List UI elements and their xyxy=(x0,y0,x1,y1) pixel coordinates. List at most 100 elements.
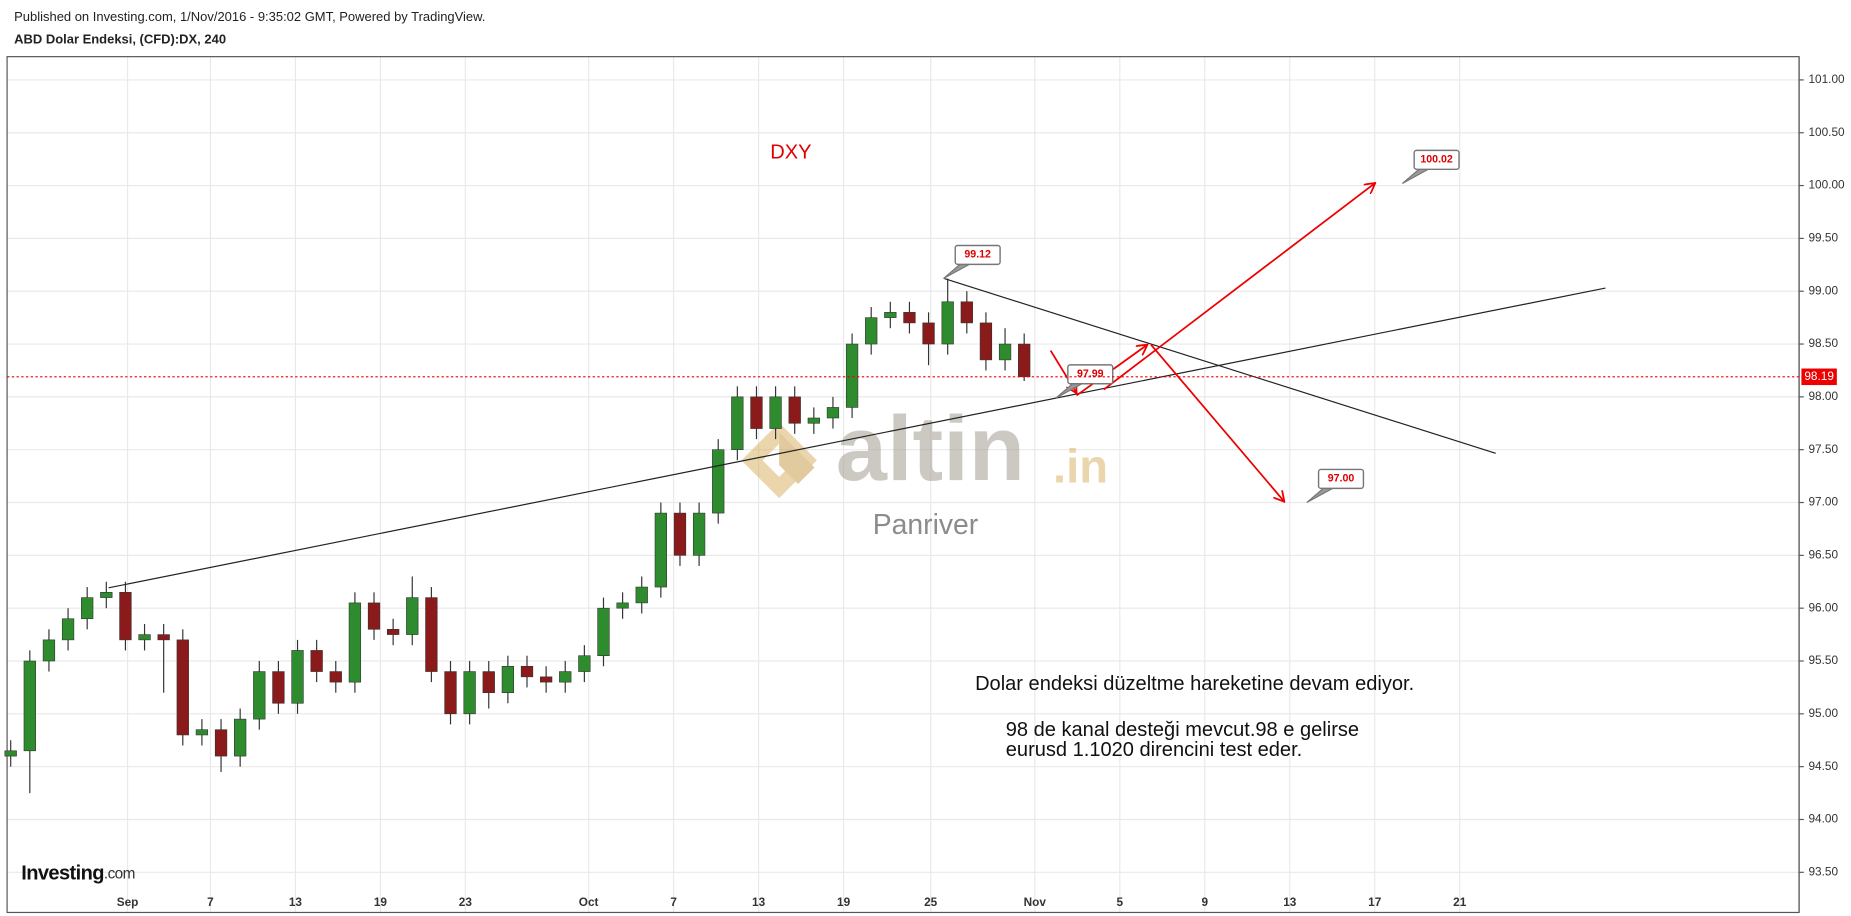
x-tick-label: Oct xyxy=(579,895,599,909)
candle-body xyxy=(845,343,859,408)
watermark: altin .in xyxy=(741,397,1108,500)
watermark-text: altin xyxy=(836,397,1025,500)
y-tick-label: 97.00 xyxy=(1809,495,1839,509)
candle-body xyxy=(884,312,897,318)
candle-body xyxy=(329,671,342,683)
callout-box xyxy=(1413,149,1460,170)
candles xyxy=(4,278,1031,794)
candle-body xyxy=(807,417,820,424)
candle-body xyxy=(654,512,667,588)
y-tick-label: 96.00 xyxy=(1809,600,1839,614)
trend-line xyxy=(944,278,1496,454)
candle-body xyxy=(234,718,247,757)
candle-body xyxy=(673,512,687,556)
candle-body xyxy=(635,586,648,604)
callout-label: 99.12 xyxy=(964,249,991,261)
candle-body xyxy=(367,602,381,630)
candle-body xyxy=(119,592,132,641)
candle-body xyxy=(463,671,476,715)
title: ABD Dolar Endeksi, (CFD):DX, 240 xyxy=(14,32,226,47)
candle-body xyxy=(444,671,457,715)
candle-body xyxy=(81,597,94,620)
comment: eurusd 1.1020 direncini test eder. xyxy=(1006,739,1302,761)
x-tick-label: 17 xyxy=(1368,895,1382,909)
x-tick-label: 9 xyxy=(1201,895,1208,909)
candle-body xyxy=(23,660,36,752)
x-tick-label: Sep xyxy=(117,895,139,909)
candle-body xyxy=(482,671,495,693)
grid: 93.50 94.00 94.50 95.00 95.50 96.00 96.50 97.00… xyxy=(7,56,1846,913)
candle-body xyxy=(387,629,400,635)
candle-body xyxy=(520,665,534,678)
candle-body xyxy=(1018,343,1031,378)
candle-body xyxy=(214,729,228,757)
candle-body xyxy=(998,343,1012,361)
callout-label: 97.00 xyxy=(1328,473,1355,485)
candle-body xyxy=(310,650,323,672)
candle-body xyxy=(348,602,362,683)
x-tick-label: 7 xyxy=(207,895,214,909)
y-tick-label: 94.50 xyxy=(1809,759,1839,773)
arrow xyxy=(1103,183,1376,391)
logo-text: Investing xyxy=(21,863,104,885)
candle-body xyxy=(272,671,285,704)
callout-pointer xyxy=(943,263,970,280)
callout-box xyxy=(1317,468,1365,490)
candle-body xyxy=(61,618,75,641)
watermark-logo-part xyxy=(779,432,815,484)
candle-body xyxy=(750,396,763,429)
x-tick-label: 21 xyxy=(1453,895,1467,909)
candle-body xyxy=(922,322,935,345)
candle-body xyxy=(539,676,553,683)
y-tick-label: 94.00 xyxy=(1809,812,1839,826)
candle-body xyxy=(616,602,629,609)
candle-body xyxy=(253,671,266,720)
author: Panriver xyxy=(873,509,978,541)
candle-body xyxy=(195,729,209,736)
last-price-box xyxy=(1801,368,1837,386)
candle-body xyxy=(597,607,610,657)
candle-body xyxy=(425,597,438,672)
y-tick-label: 95.00 xyxy=(1809,706,1839,720)
candle-body xyxy=(941,301,954,345)
subtitle: Published on Investing.com, 1/Nov/2016 -… xyxy=(14,9,485,24)
candle-body xyxy=(979,322,993,361)
candle-body xyxy=(291,650,304,704)
candle-body xyxy=(769,396,782,429)
logo-suffix: .com xyxy=(104,866,135,883)
callout-label: 100.02 xyxy=(1420,154,1453,166)
candle-body xyxy=(4,750,17,757)
candle-body xyxy=(559,671,572,683)
y-tick-label: 95.50 xyxy=(1809,653,1839,667)
y-tick-label: 99.50 xyxy=(1809,230,1839,244)
x-tick-label: 25 xyxy=(924,895,938,909)
candle-body xyxy=(176,639,189,736)
callout-box xyxy=(954,244,1001,266)
candle-body xyxy=(578,655,591,672)
callout-pointer xyxy=(1306,487,1334,504)
candle-body xyxy=(826,407,840,419)
logo: Investing.com xyxy=(21,863,135,885)
candle-body xyxy=(903,312,916,324)
trend-line xyxy=(108,287,1606,589)
last-price-label: 98.19 xyxy=(1804,369,1834,383)
x-tick-label: 13 xyxy=(752,895,766,909)
x-tick-label: 13 xyxy=(1283,895,1297,909)
callout-label: 97.99 xyxy=(1077,368,1104,380)
comment: 98 de kanal desteği mevcut.98 e gelirse xyxy=(1006,719,1359,741)
x-tick-label: 19 xyxy=(374,895,388,909)
callout-pointer xyxy=(1401,168,1429,184)
x-tick-label: 23 xyxy=(459,895,473,909)
y-tick-label: 97.50 xyxy=(1809,442,1839,456)
candle-body xyxy=(712,449,725,514)
y-tick-label: 100.50 xyxy=(1809,125,1846,139)
candle-body xyxy=(501,665,515,693)
candle-body xyxy=(692,512,706,556)
candle-body xyxy=(960,301,973,324)
arrow xyxy=(1150,344,1284,502)
symbol-label: DXY xyxy=(770,142,811,164)
x-tick-label: 5 xyxy=(1117,895,1124,909)
candle-body xyxy=(42,639,56,662)
